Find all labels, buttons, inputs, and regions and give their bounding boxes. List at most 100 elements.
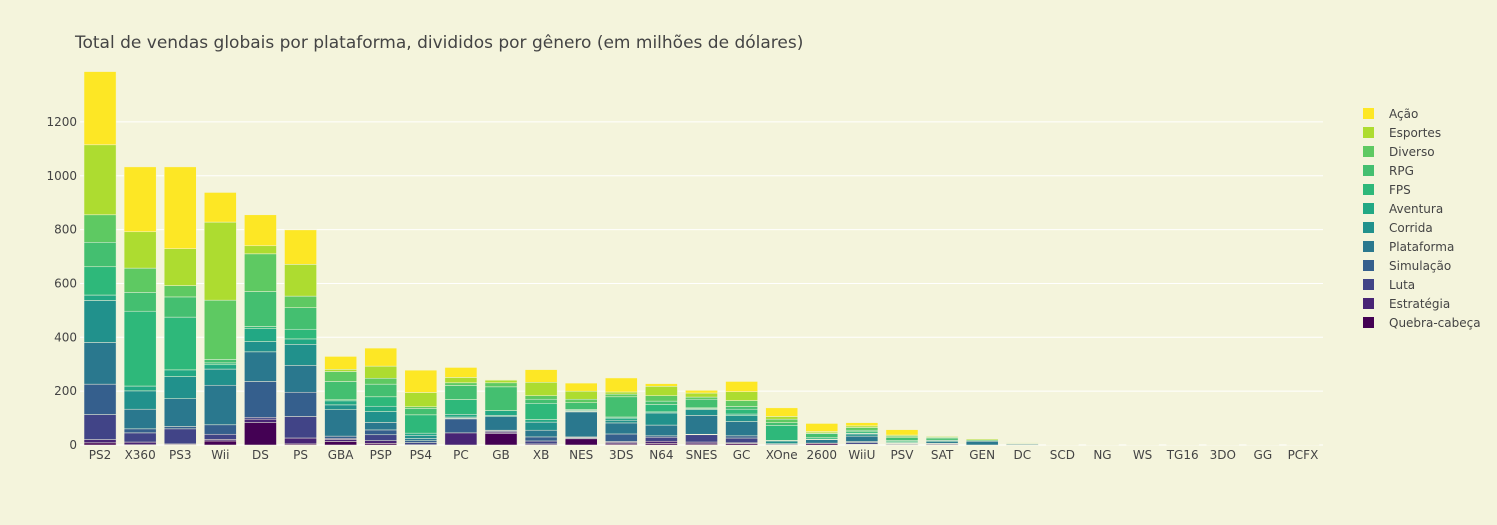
bar-segment[interactable]: [324, 404, 357, 410]
bar-segment[interactable]: [404, 432, 438, 436]
bar-segment[interactable]: [845, 433, 879, 437]
bar-segment[interactable]: [204, 362, 237, 366]
bar-segment[interactable]: [404, 369, 438, 393]
bar-segment[interactable]: [83, 294, 117, 301]
bar-segment[interactable]: [765, 407, 798, 417]
bar-segment[interactable]: [163, 428, 197, 445]
bar-segment[interactable]: [404, 435, 438, 439]
bar-segment[interactable]: [404, 440, 438, 443]
legend-item[interactable]: FPS: [1363, 183, 1411, 197]
bar-segment[interactable]: [284, 437, 317, 445]
bar-segment[interactable]: [805, 433, 839, 438]
bar-segment[interactable]: [163, 248, 197, 286]
bar-segment[interactable]: [83, 414, 117, 440]
bar-segment[interactable]: [123, 231, 157, 269]
bar-segment[interactable]: [123, 166, 157, 233]
legend-item[interactable]: Quebra-cabeça: [1363, 316, 1481, 330]
bar-segment[interactable]: [444, 399, 478, 415]
bar-segment[interactable]: [284, 416, 317, 439]
bar-segment[interactable]: [605, 396, 638, 418]
bar-segment[interactable]: [324, 371, 357, 382]
bar-segment[interactable]: [885, 437, 919, 441]
bar-segment[interactable]: [564, 402, 598, 410]
bar-segment[interactable]: [484, 433, 518, 446]
bar-segment[interactable]: [725, 435, 758, 439]
bar-segment[interactable]: [163, 369, 197, 377]
bar-segment[interactable]: [324, 381, 357, 401]
bar-segment[interactable]: [524, 403, 558, 420]
bar-segment[interactable]: [685, 390, 718, 394]
bar-segment[interactable]: [204, 368, 237, 386]
bar-segment[interactable]: [524, 395, 558, 400]
legend-item[interactable]: Plataforma: [1363, 240, 1454, 254]
bar-segment[interactable]: [444, 385, 478, 400]
bar-segment[interactable]: [605, 422, 638, 435]
bar-segment[interactable]: [364, 383, 398, 398]
bar-segment[interactable]: [524, 369, 558, 383]
bar-segment[interactable]: [685, 392, 718, 398]
bar-segment[interactable]: [685, 415, 718, 435]
bar-segment[interactable]: [645, 383, 678, 387]
bar-segment[interactable]: [83, 242, 117, 268]
bar-segment[interactable]: [845, 435, 879, 442]
bar-segment[interactable]: [204, 424, 237, 435]
bar-segment[interactable]: [364, 434, 398, 441]
bar-segment[interactable]: [324, 400, 357, 406]
bar-segment[interactable]: [404, 442, 438, 445]
bar-segment[interactable]: [685, 396, 718, 400]
bar-segment[interactable]: [564, 438, 598, 446]
bar-segment[interactable]: [83, 342, 117, 385]
bar-segment[interactable]: [163, 376, 197, 399]
legend-item[interactable]: Aventura: [1363, 202, 1443, 216]
bar-segment[interactable]: [645, 440, 678, 444]
bar-segment[interactable]: [444, 377, 478, 384]
bar-segment[interactable]: [484, 379, 518, 384]
bar-segment[interactable]: [244, 422, 277, 446]
bar-segment[interactable]: [805, 439, 839, 444]
bar-segment[interactable]: [725, 408, 758, 415]
bar-segment[interactable]: [163, 166, 197, 249]
bar-segment[interactable]: [845, 427, 879, 431]
bar-segment[interactable]: [284, 365, 317, 393]
bar-segment[interactable]: [765, 418, 798, 423]
bar-segment[interactable]: [324, 409, 357, 437]
bar-segment[interactable]: [123, 432, 157, 443]
bar-segment[interactable]: [845, 422, 879, 427]
bar-segment[interactable]: [725, 391, 758, 401]
bar-segment[interactable]: [765, 416, 798, 420]
bar-segment[interactable]: [324, 435, 357, 439]
bar-segment[interactable]: [524, 398, 558, 404]
legend-item[interactable]: RPG: [1363, 164, 1414, 178]
bar-segment[interactable]: [645, 395, 678, 402]
bar-segment[interactable]: [163, 296, 197, 318]
bar-segment[interactable]: [364, 440, 398, 444]
bar-segment[interactable]: [83, 266, 117, 296]
bar-segment[interactable]: [364, 396, 398, 407]
bar-segment[interactable]: [204, 364, 237, 370]
bar-segment[interactable]: [204, 384, 237, 426]
bar-segment[interactable]: [123, 385, 157, 392]
bar-segment[interactable]: [805, 423, 839, 432]
bar-segment[interactable]: [725, 400, 758, 407]
bar-segment[interactable]: [123, 390, 157, 410]
bar-segment[interactable]: [725, 381, 758, 392]
bar-segment[interactable]: [123, 292, 157, 312]
bar-segment[interactable]: [244, 253, 277, 292]
bar-segment[interactable]: [163, 426, 197, 430]
bar-segment[interactable]: [204, 433, 237, 440]
bar-segment[interactable]: [484, 416, 518, 431]
bar-segment[interactable]: [163, 316, 197, 371]
bar-segment[interactable]: [605, 393, 638, 398]
bar-segment[interactable]: [244, 381, 277, 418]
bar-segment[interactable]: [564, 390, 598, 400]
bar-segment[interactable]: [364, 422, 398, 431]
bar-segment[interactable]: [765, 440, 798, 444]
bar-segment[interactable]: [484, 386, 518, 411]
bar-segment[interactable]: [685, 441, 718, 445]
bar-segment[interactable]: [364, 405, 398, 412]
bar-segment[interactable]: [524, 421, 558, 431]
bar-segment[interactable]: [244, 291, 277, 327]
bar-segment[interactable]: [725, 421, 758, 437]
legend-item[interactable]: Corrida: [1363, 221, 1433, 235]
bar-segment[interactable]: [123, 408, 157, 430]
